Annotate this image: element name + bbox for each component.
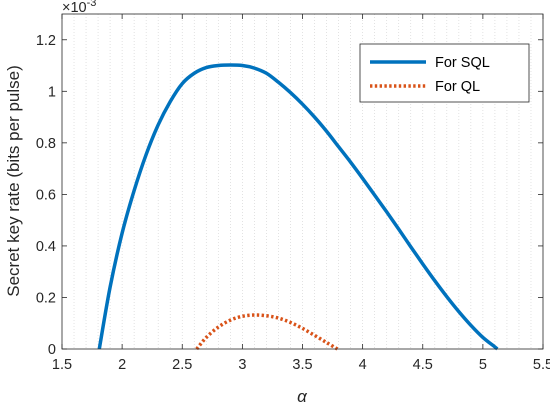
x-tick-label: 4.5 — [413, 357, 433, 373]
series-line-for-sql — [97, 63, 499, 351]
y-tick-label: 1.2 — [36, 33, 56, 49]
x-tick-label: 4 — [359, 357, 367, 373]
x-tick-label: 2 — [118, 357, 126, 373]
x-tick-label: 2.5 — [172, 357, 192, 373]
axis-ticks: 1.5 2 2.5 3 3.5 4 4.5 5 5.5 0 0.2 0.4 0.6 0.8 1 1.2 — [36, 14, 550, 373]
y-tick-label: 0.2 — [36, 290, 56, 306]
x-tick-label: 5.5 — [533, 357, 550, 373]
y-tick-label: 0 — [48, 342, 56, 358]
legend-box — [359, 43, 530, 103]
legend-label-for-sql: For SQL — [435, 55, 490, 71]
series-line-for-ql — [195, 313, 339, 351]
y-axis-label: Secret key rate (bits per pulse) — [4, 65, 23, 296]
y-axis-exponent-label: ×10-3 — [62, 0, 96, 16]
x-tick-label: 1.5 — [52, 357, 72, 373]
x-tick-label: 3 — [238, 357, 246, 373]
x-tick-label: 5 — [479, 357, 487, 373]
x-grid-lines — [73, 14, 532, 349]
legend-label-for-ql: For QL — [435, 79, 480, 95]
y-tick-label: 0.4 — [36, 239, 56, 255]
y-tick-label: 1 — [48, 84, 56, 100]
series-lines — [97, 63, 499, 351]
x-axis-label: α — [297, 387, 308, 406]
x-tick-label: 3.5 — [292, 357, 312, 373]
y-tick-label: 0.6 — [36, 187, 56, 203]
legend: For SQL For QL — [359, 43, 530, 103]
y-tick-label: 0.8 — [36, 136, 56, 152]
